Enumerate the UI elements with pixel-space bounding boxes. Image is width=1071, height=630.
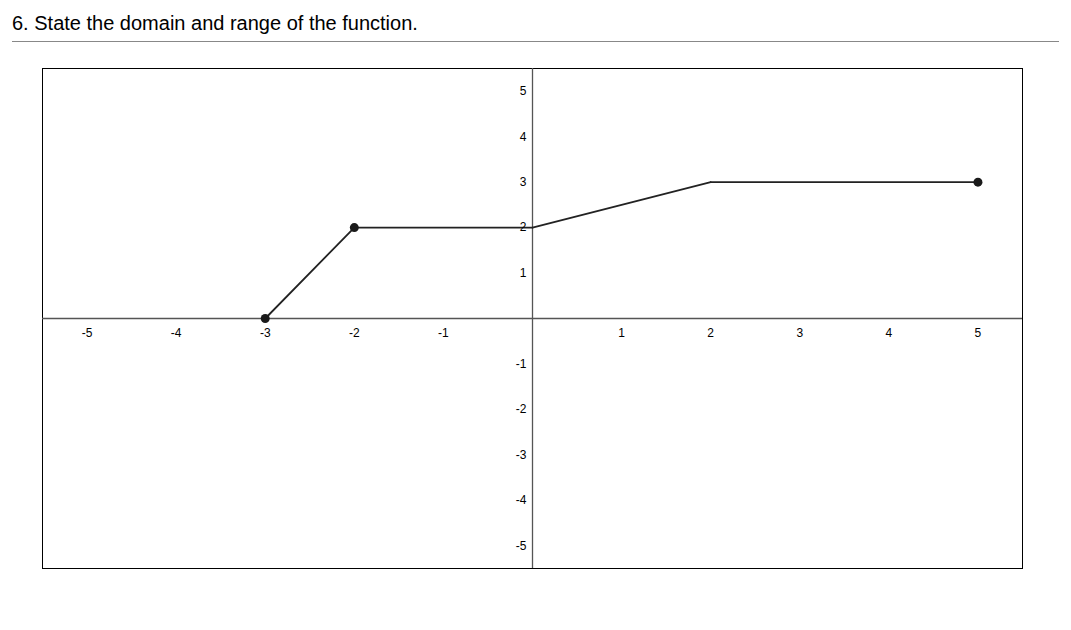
svg-text:2: 2 <box>520 220 527 234</box>
svg-text:-4: -4 <box>516 493 527 507</box>
svg-text:3: 3 <box>520 175 527 189</box>
svg-text:-2: -2 <box>349 326 360 340</box>
svg-text:-2: -2 <box>516 402 527 416</box>
svg-text:2: 2 <box>707 326 714 340</box>
svg-text:-3: -3 <box>516 448 527 462</box>
svg-text:-4: -4 <box>171 326 182 340</box>
svg-text:3: 3 <box>796 326 803 340</box>
html-text:6. State the domain and range: 6. State the domain and range of the fun… <box>12 12 418 34</box>
svg-text:-3: -3 <box>260 326 271 340</box>
svg-text:5: 5 <box>975 326 982 340</box>
svg-text:4: 4 <box>520 130 527 144</box>
svg-text:5: 5 <box>520 84 527 98</box>
svg-text:4: 4 <box>886 326 893 340</box>
svg-text:-5: -5 <box>82 326 93 340</box>
svg-text:-1: -1 <box>438 326 449 340</box>
svg-text:1: 1 <box>520 266 527 280</box>
svg-text:-5: -5 <box>516 539 527 553</box>
svg-text:-1: -1 <box>516 357 527 371</box>
svg-text:1: 1 <box>618 326 625 340</box>
